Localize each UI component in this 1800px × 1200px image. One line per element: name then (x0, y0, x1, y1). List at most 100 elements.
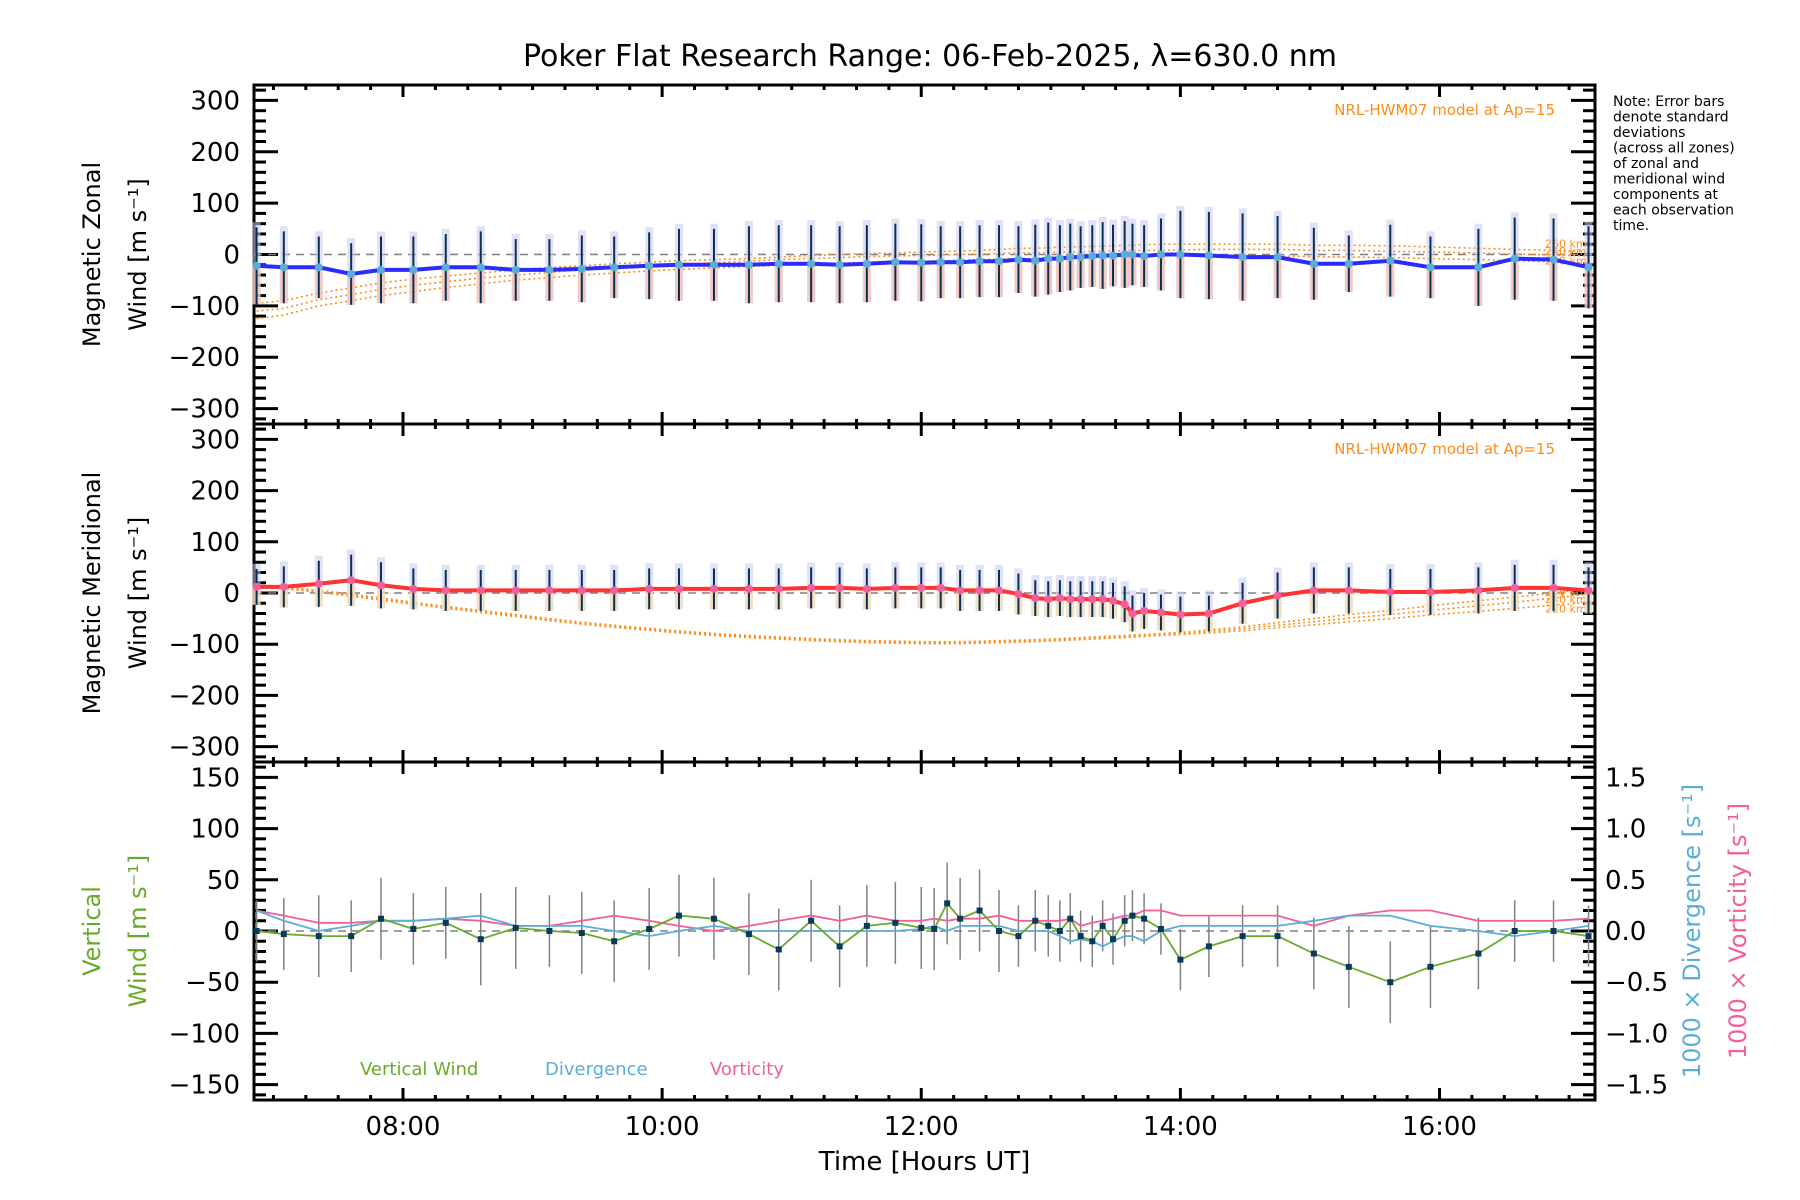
meridional-wind-point (610, 586, 619, 595)
zonal-wind-point (1109, 251, 1118, 260)
model-label: NRL-HWM07 model at Ap=15 (1334, 440, 1555, 458)
vertical-wind-point (1550, 928, 1557, 934)
vertical-wind-point (675, 912, 682, 919)
x-tick-label: 10:00 (625, 1112, 700, 1142)
vertical-wind-point (646, 925, 653, 932)
vertical-wind-point (710, 915, 717, 922)
zonal-wind-point (279, 263, 288, 272)
vertical-wind-point (1387, 979, 1394, 986)
zonal-wind-point (1273, 253, 1282, 262)
zonal-wind-point (835, 260, 844, 269)
vertical-wind-point (477, 936, 484, 943)
vertical-wind-point (1157, 925, 1164, 932)
zonal-wind-point (645, 261, 654, 270)
model-label: NRL-HWM07 model at Ap=15 (1334, 101, 1555, 119)
zonal-wind-point (1309, 259, 1318, 268)
note-line: time. (1613, 218, 1649, 234)
vertical-wind-point (442, 919, 449, 926)
vertical-wind-point (410, 925, 417, 932)
y2-tick-label: −1.0 (1605, 1019, 1668, 1049)
zonal-wind-point (1066, 253, 1075, 262)
vertical-wind-point (1511, 928, 1518, 934)
vertical-wind-point (1121, 917, 1128, 924)
y2-tick-label: 0.0 (1605, 917, 1646, 947)
vertical-wind-point (1475, 950, 1482, 957)
meridional-wind-point (376, 581, 385, 590)
model-curve-alt_240 (256, 586, 1589, 644)
meridional-wind-point (891, 583, 900, 592)
zonal-wind-point (1584, 263, 1593, 272)
y-tick-label: 100 (190, 189, 240, 219)
meridional-wind-point (774, 584, 783, 593)
y-tick-label: −100 (169, 292, 240, 322)
figure-title: Poker Flat Research Range: 06-Feb-2025, … (523, 39, 1337, 74)
vertical-wind-point (1056, 928, 1063, 934)
meridional-wind-point (1156, 608, 1165, 617)
vertical-wind-point (892, 919, 899, 926)
meridional-wind-point (1044, 595, 1053, 604)
meridional-wind-point (1549, 583, 1558, 592)
meridional-wind-point (744, 584, 753, 593)
meridional-wind-point (511, 586, 520, 595)
zonal-wind-point (1120, 250, 1129, 259)
y-axis-label: Magnetic Meridional Wind [m s⁻¹] (78, 472, 152, 715)
note-line: meridional wind (1613, 172, 1725, 188)
zonal-wind-point (1031, 256, 1040, 265)
meridional-wind-point (409, 584, 418, 593)
meridional-wind-point (1014, 590, 1023, 599)
meridional-wind-point (1238, 599, 1247, 608)
vertical-wind-point (996, 928, 1002, 934)
meridional-wind-point (1098, 595, 1107, 604)
zonal-wind-point (1140, 252, 1149, 261)
x-tick-label: 08:00 (366, 1112, 441, 1142)
panel-meridional: −300 −200 −100 0 100 200 300 Magnetic Meridiona… (78, 422, 1597, 764)
meridional-wind-point (1309, 586, 1318, 595)
vorticity-axis-text: 1000 × Vorticity [s⁻¹] (1724, 803, 1752, 1059)
vertical-wind-point (976, 907, 983, 914)
y-label-line2: Wind [m s⁻¹] (124, 178, 152, 330)
vertical-wind-point (775, 946, 782, 953)
vertical-wind-point (315, 933, 322, 940)
zonal-wind-point (936, 258, 945, 267)
vertical-wind-point (1427, 963, 1434, 970)
zonal-wind-point (577, 264, 586, 273)
note-line: each observation (1613, 203, 1734, 219)
zonal-wind-point (891, 258, 900, 267)
zonal-wind-point (744, 260, 753, 269)
vertical-wind-point (1141, 915, 1148, 922)
y-tick-label: 100 (190, 815, 240, 845)
vertical-wind-point (1089, 938, 1096, 945)
meridional-wind-point (476, 586, 485, 595)
vertical-wind-point (1239, 933, 1246, 940)
meridional-wind-point (1273, 591, 1282, 600)
model-curve-alt_260 (256, 584, 1589, 643)
meridional-wind-point (252, 582, 261, 591)
divergence-line (256, 909, 1589, 948)
zonal-wind-point (409, 265, 418, 274)
vertical-wind-point (836, 943, 843, 950)
zonal-wind-point (956, 258, 965, 267)
zonal-wind-point (975, 257, 984, 266)
note-line: components at (1613, 187, 1719, 203)
meridional-wind-point (1510, 583, 1519, 592)
meridional-wind-point (1344, 586, 1353, 595)
zonal-wind-point (674, 260, 683, 269)
meridional-wind-point (1474, 586, 1483, 595)
zonal-wind-point (511, 265, 520, 274)
vertical-wind-point (957, 915, 964, 922)
y-tick-label: 150 (190, 763, 240, 793)
vertical-wind-point (1099, 922, 1106, 929)
vertical-wind-point (808, 917, 815, 924)
x-tick-label: 12:00 (884, 1112, 959, 1142)
y-tick-label: −100 (169, 1019, 240, 1049)
y-label-line2: Wind [m s⁻¹] (124, 855, 152, 1007)
meridional-wind-point (807, 583, 816, 592)
zonal-wind-point (545, 265, 554, 274)
y2-tick-label: 1.5 (1605, 763, 1646, 793)
zonal-wind-point (709, 260, 718, 269)
zonal-wind-point (1014, 255, 1023, 264)
y-tick-label: −200 (169, 681, 240, 711)
vorticity-axis-label: 1000 × Vorticity [s⁻¹] (1724, 803, 1752, 1059)
vertical-wind-point (280, 931, 287, 938)
note-line: deviations (1613, 125, 1685, 141)
